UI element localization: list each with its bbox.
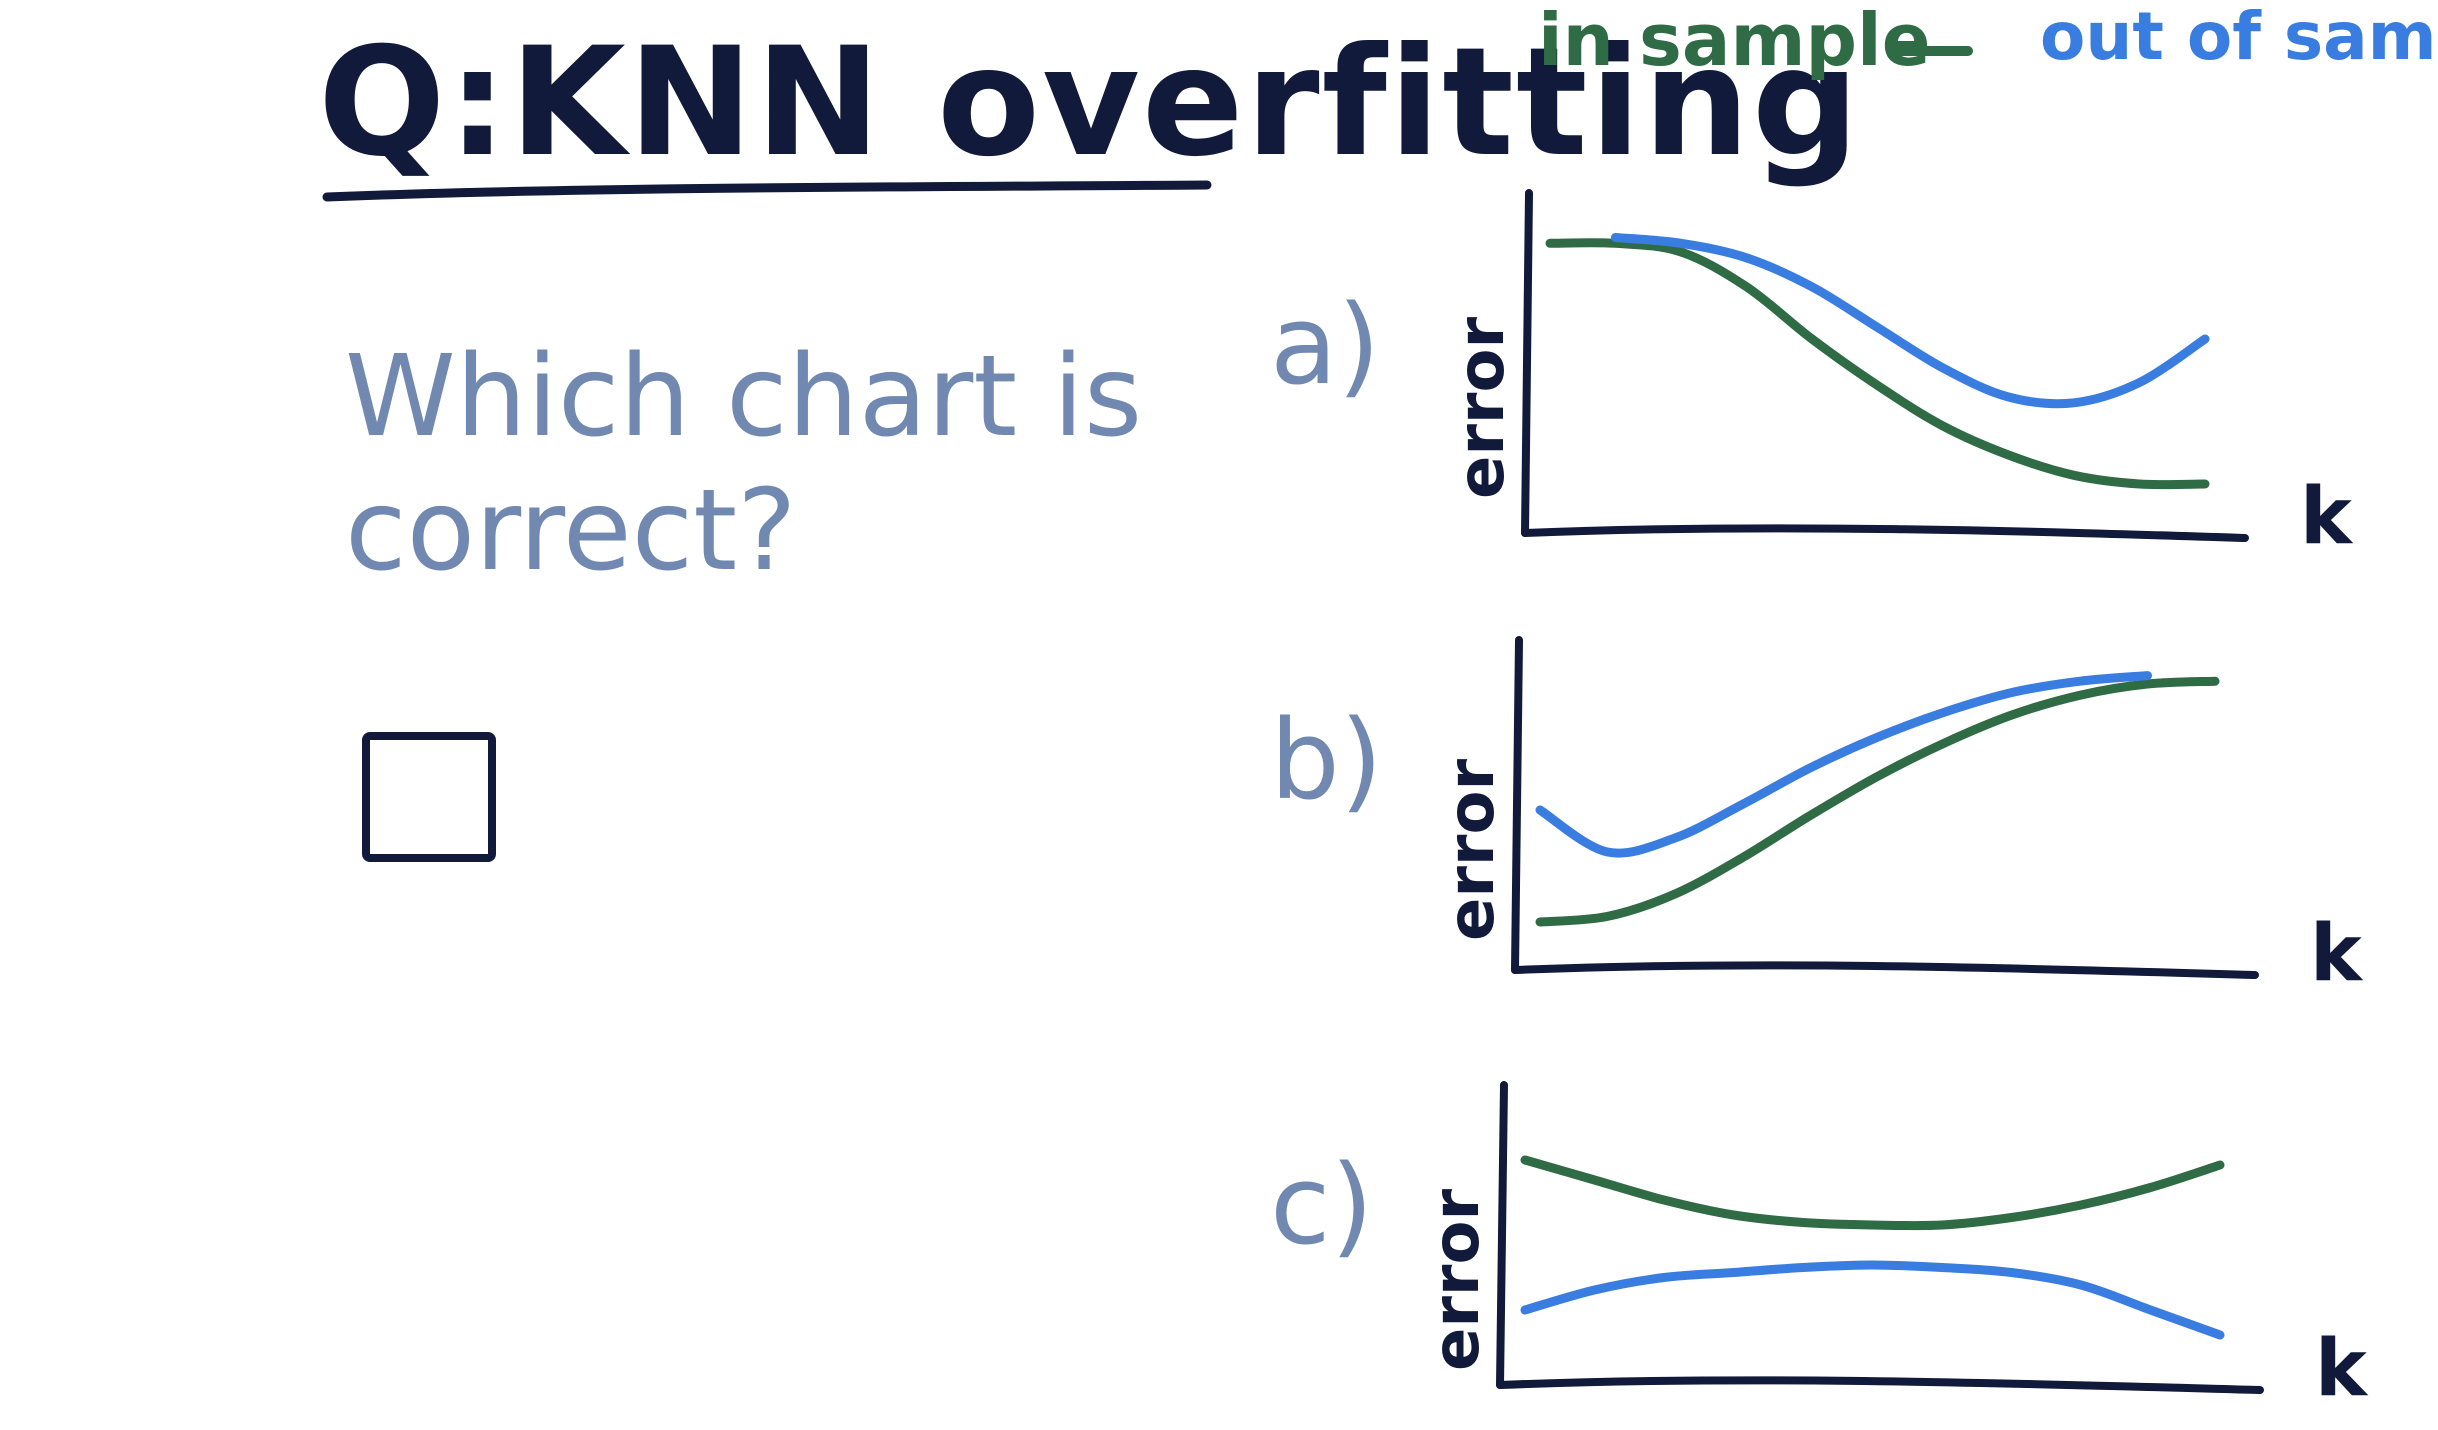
answer-checkbox[interactable] (362, 732, 496, 862)
in-sample-line (1535, 676, 2220, 927)
chart-letter-a: a) (1270, 281, 1381, 409)
chart-letter-b: b) (1270, 696, 1383, 824)
chart-b: error k (1435, 636, 2364, 999)
chart-c: error k (1420, 1081, 2369, 1414)
out-of-sample-line (1520, 1260, 2225, 1340)
question-text: Which chart is correct? (345, 332, 1143, 597)
page-title: Q:KNN overfitting (318, 16, 1862, 190)
legend-in-sample: in sample (1538, 0, 1931, 82)
y-axis (1521, 189, 1533, 537)
x-axis-label: k (2300, 472, 2354, 562)
y-axis-label: error (1435, 759, 1509, 942)
legend-dash (1895, 46, 1973, 56)
in-sample-line (1545, 238, 2210, 490)
out-of-sample-line (1611, 233, 2210, 409)
chart-letter-c: c) (1270, 1141, 1374, 1269)
y-axis (1496, 1081, 1508, 1389)
chart-a: error k (1445, 189, 2354, 562)
out-of-sample-line (1535, 671, 2152, 858)
y-axis (1511, 636, 1523, 974)
y-axis-label: error (1445, 317, 1519, 500)
y-axis-label: error (1420, 1189, 1494, 1372)
legend-out-of-sample: out of sample (2040, 0, 2438, 75)
x-axis (1521, 524, 2249, 542)
x-axis-label: k (2315, 1324, 2369, 1414)
x-axis (1496, 1376, 2264, 1394)
x-axis (1511, 961, 2259, 979)
title-underline (322, 180, 1212, 202)
in-sample-line (1520, 1155, 2225, 1231)
x-axis-label: k (2310, 909, 2364, 999)
